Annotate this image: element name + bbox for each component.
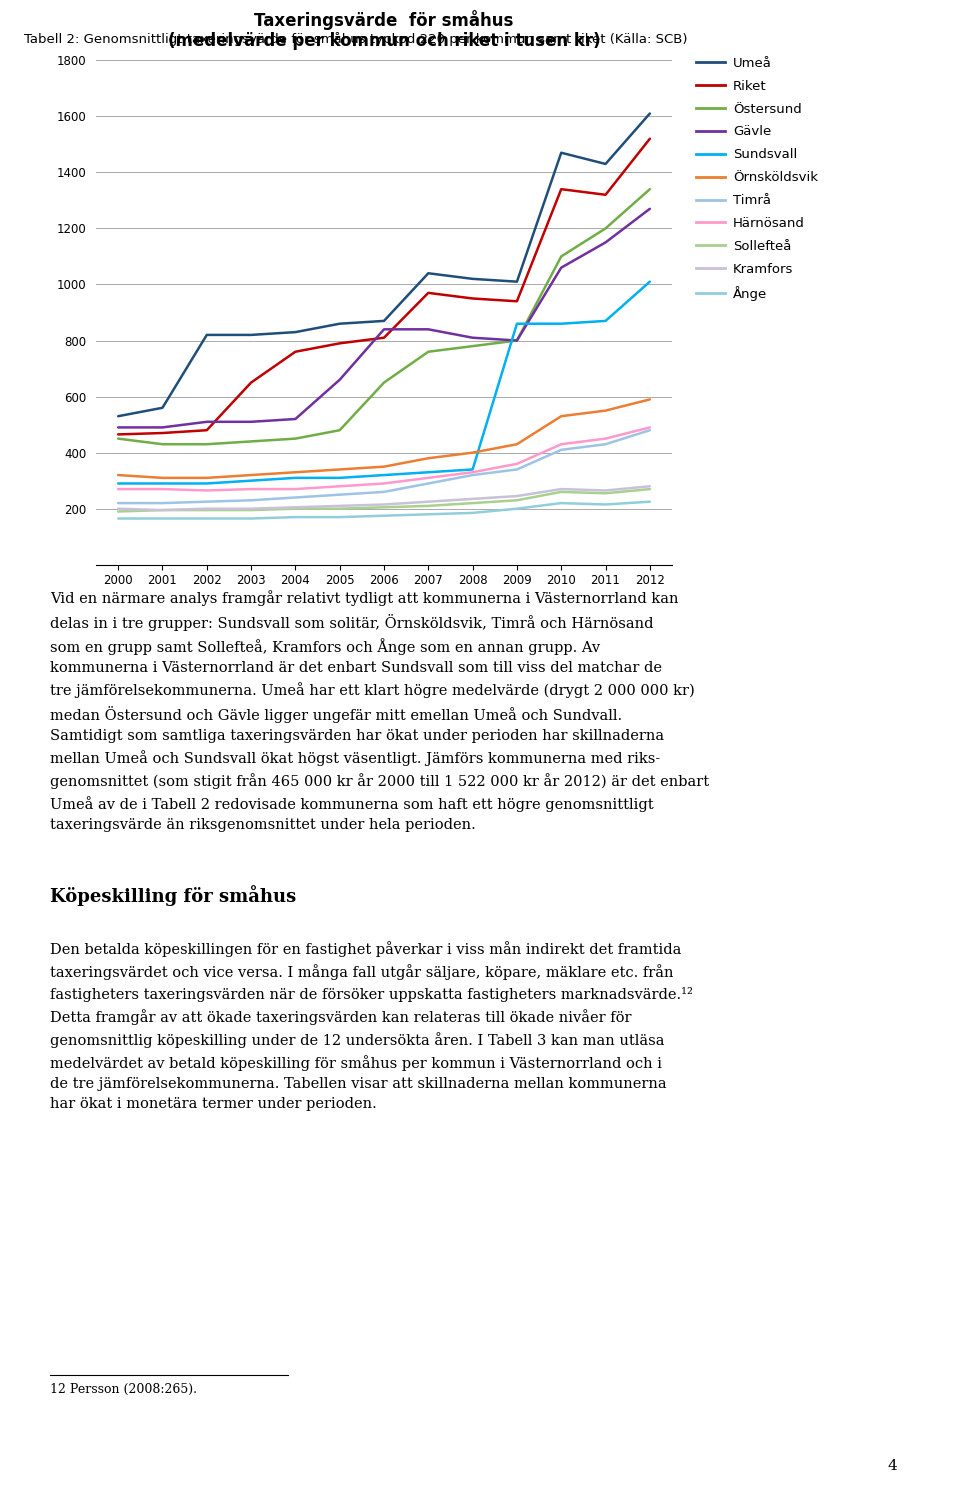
Legend: Umeå, Riket, Östersund, Gävle, Sundsvall, Örnsköldsvik, Timrå, Härnösand, Sollef: Umeå, Riket, Östersund, Gävle, Sundsvall… <box>696 57 818 301</box>
Text: Tabell 2: Genomsnittligt taxeringsvärde för småhus typkod 220 per kommun samt ri: Tabell 2: Genomsnittligt taxeringsvärde … <box>24 32 687 45</box>
Text: Vid en närmare analys framgår relativt tydligt att kommunerna i Västernorrland k: Vid en närmare analys framgår relativt t… <box>50 590 709 833</box>
Text: 12 Persson (2008:265).: 12 Persson (2008:265). <box>50 1383 197 1396</box>
Text: Den betalda köpeskillingen för en fastighet påverkar i viss mån indirekt det fra: Den betalda köpeskillingen för en fastig… <box>50 941 693 1110</box>
Title: Taxeringsvärde  för småhus
(medelvärde per kommun och riket i tusen kr): Taxeringsvärde för småhus (medelvärde pe… <box>168 9 600 50</box>
Text: Köpeskilling för småhus: Köpeskilling för småhus <box>50 886 297 907</box>
Text: 4: 4 <box>888 1459 898 1473</box>
